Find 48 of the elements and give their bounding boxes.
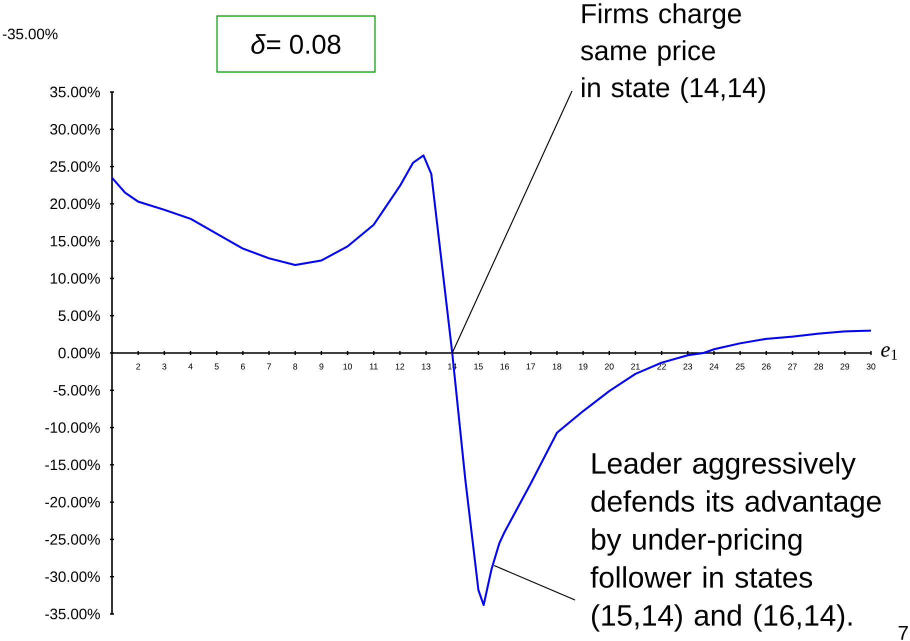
x-tick-label: 7 (267, 364, 271, 370)
y-tick-label: 5.00% (58, 310, 100, 322)
y-tick-label: -5.00% (54, 384, 100, 396)
annotation: Leader aggressively defends its advantage by under-pricing follower in states (15,14) and (16,14). (590, 452, 881, 632)
x-tick-label: 18 (552, 364, 562, 370)
y-tick-label: -30.00% (45, 571, 100, 582)
y-tick-label: 0.00% (58, 348, 100, 358)
x-tick-label: 15 (474, 364, 483, 370)
x-tick-label: 29 (840, 364, 850, 370)
annotation: Firms charge same price in state (14,14) (580, 3, 765, 103)
x-tick-label: 6 (240, 364, 245, 370)
x-tick-label: 30 (866, 364, 876, 370)
y-tick-label: -35.00% (45, 608, 100, 620)
x-tick-label: 10 (343, 364, 352, 370)
x-tick-label: 9 (319, 364, 324, 370)
text: -35.00% (2, 28, 58, 40)
x-axis-title: e$_{1}$ (881, 346, 898, 360)
x-tick-label: 5 (214, 364, 219, 370)
y-tick-label: 10.00% (50, 273, 100, 284)
y-tick-label: -15.00% (45, 460, 100, 470)
x-tick-label: 23 (683, 364, 692, 370)
y-tick-label: -10.00% (45, 422, 100, 433)
x-tick-label: 13 (422, 364, 430, 370)
x-tick-label: 17 (526, 364, 536, 370)
x-tick-label: 26 (762, 364, 771, 370)
y-tick-label: 20.00% (50, 198, 100, 210)
x-tick-label: 28 (814, 364, 824, 370)
x-tick-label: 2 (136, 364, 140, 370)
y-tick-label: 35.00% (50, 86, 100, 98)
x-tick-label: 4 (188, 364, 193, 370)
x-tick-label: 16 (500, 364, 509, 370)
text: 7 (898, 626, 908, 640)
x-tick-label: 24 (710, 364, 718, 370)
x-tick-label: 11 (370, 364, 378, 370)
chart-title: δ= 0.08 (251, 34, 340, 54)
x-tick-label: 19 (579, 364, 588, 370)
y-tick-label: 15.00% (50, 236, 100, 246)
x-tick-label: 20 (604, 364, 614, 370)
y-tick-label: 30.00% (50, 124, 100, 135)
y-tick-label: -25.00% (45, 534, 100, 545)
y-tick-label: -20.00% (45, 496, 100, 508)
x-tick-label: 21 (631, 364, 640, 370)
x-tick-label: 3 (162, 364, 166, 370)
x-tick-label: 25 (736, 364, 745, 370)
y-tick-label: 25.00% (50, 161, 100, 172)
x-tick-label: 12 (396, 364, 404, 370)
x-tick-label: 8 (293, 364, 298, 370)
x-tick-label: 27 (788, 364, 797, 370)
